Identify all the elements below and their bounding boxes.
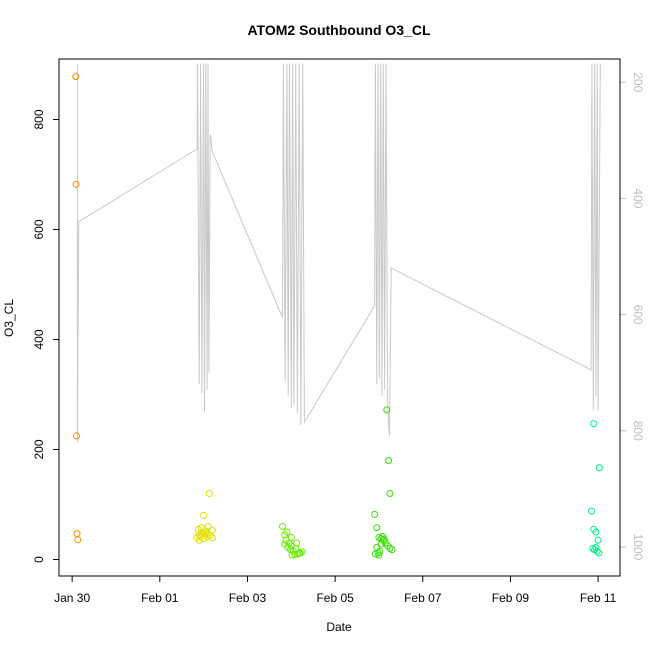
- data-point: [279, 523, 286, 530]
- data-point: [373, 524, 381, 532]
- data-point: [74, 536, 82, 544]
- data-point: [197, 524, 205, 532]
- data-point: [208, 534, 216, 542]
- data-point: [208, 526, 216, 534]
- data-point: [72, 180, 80, 188]
- data-point: [195, 536, 203, 544]
- data-point: [595, 464, 603, 472]
- x-tick-label: Feb 09: [492, 591, 530, 605]
- data-point: [383, 406, 391, 414]
- data-point: [590, 420, 598, 428]
- y-tick-label: 400: [32, 329, 46, 349]
- data-point: [287, 534, 295, 541]
- data-point: [385, 457, 393, 464]
- data-point: [282, 536, 290, 544]
- x-tick-label: Feb 05: [316, 591, 354, 605]
- y-tick-label: 800: [32, 109, 46, 129]
- data-point: [295, 550, 303, 557]
- y2-tick-label: 400: [631, 188, 645, 208]
- data-point: [593, 547, 601, 555]
- y2-tick-label: 200: [631, 72, 645, 92]
- data-point: [373, 543, 381, 551]
- data-point: [386, 490, 394, 497]
- plot-layer: 0 200 400 600 800 200 400 600 800 1000 Jan 30 Feb 0…: [32, 63, 645, 605]
- data-point: [291, 551, 299, 558]
- x-tick-label: Feb 01: [141, 591, 179, 605]
- data-point: [375, 551, 383, 559]
- chart-title: ATOM2 Southbound O3_CL: [247, 22, 430, 38]
- data-point: [377, 540, 385, 548]
- data-point: [72, 73, 80, 81]
- x-tick-label: Feb 03: [229, 591, 267, 605]
- x-tick-label: Feb 11: [580, 591, 617, 605]
- data-point: [592, 543, 600, 551]
- data-point: [200, 530, 208, 538]
- y-tick-label: 0: [32, 556, 46, 563]
- data-point: [204, 523, 212, 530]
- x-axis-label: Date: [326, 620, 352, 634]
- y-tick-label: 200: [32, 439, 46, 459]
- x-tick-label: Feb 07: [404, 591, 442, 605]
- data-point: [281, 540, 289, 548]
- y2-tick-label: 800: [631, 421, 645, 441]
- data-point: [594, 536, 602, 544]
- data-point: [73, 432, 80, 440]
- y2-tick-label: 600: [631, 305, 645, 325]
- data-point: [588, 507, 595, 515]
- data-point: [283, 528, 291, 536]
- plot-frame: [58, 58, 621, 577]
- data-point: [288, 551, 296, 559]
- data-point: [205, 490, 213, 497]
- y-tick-label: 600: [32, 219, 46, 239]
- data-point: [595, 549, 603, 557]
- data-point: [200, 512, 208, 519]
- y2-tick-label: 1000: [631, 534, 645, 561]
- y-axis-label: O3_CL: [2, 299, 16, 337]
- data-point: [380, 535, 388, 543]
- data-point: [388, 546, 396, 554]
- x-tick-label: Jan 30: [54, 591, 90, 605]
- data-point: [592, 528, 600, 536]
- secondary-series-line: [76, 63, 601, 443]
- data-point: [293, 539, 300, 547]
- data-point: [371, 510, 379, 518]
